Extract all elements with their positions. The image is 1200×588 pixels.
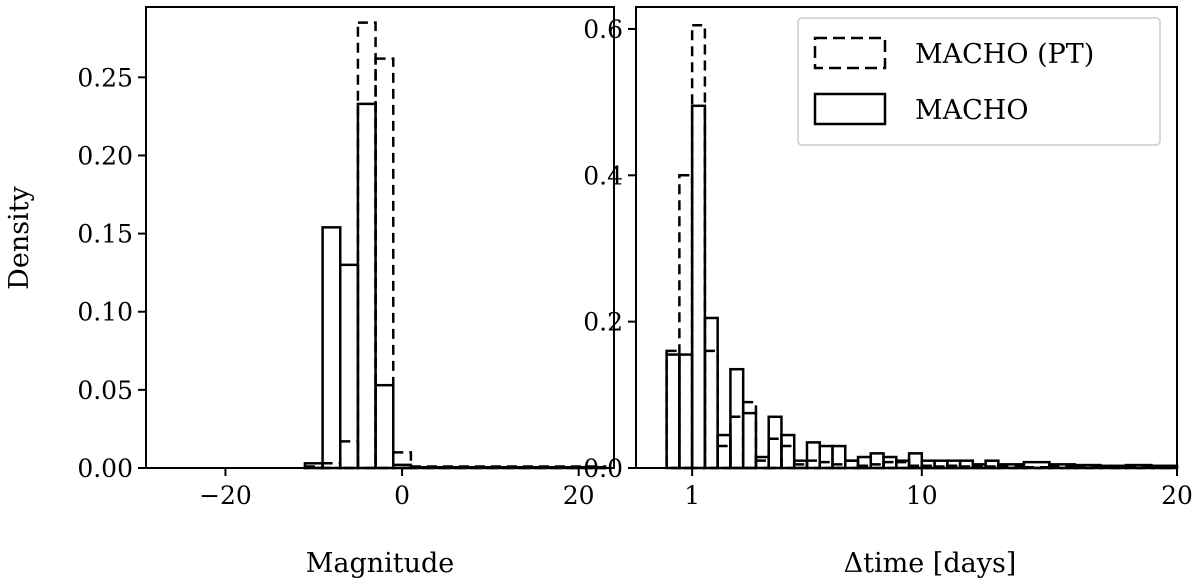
magnitude-histogram-series xyxy=(303,21,607,470)
magnitude-y-tick-label: 0.20 xyxy=(77,141,133,170)
delta-time-macho-pt-bin xyxy=(690,24,707,470)
magnitude-y-tick-label: 0.15 xyxy=(77,220,133,249)
delta-time-macho-bin xyxy=(780,433,796,470)
delta-time-y-tick-label: 0.2 xyxy=(583,308,623,337)
delta-time-macho-bin xyxy=(869,452,885,470)
legend: MACHO (PT) MACHO xyxy=(797,17,1161,146)
legend-label-macho: MACHO xyxy=(915,95,1028,126)
delta-time-macho-bin xyxy=(690,104,707,470)
delta-time-series-macho xyxy=(665,104,1179,470)
legend-box xyxy=(797,17,1161,146)
magnitude-series-macho-pt xyxy=(303,21,607,470)
magnitude-macho-bin xyxy=(374,383,395,470)
delta-time-macho-bin xyxy=(844,459,860,470)
delta-time-macho-pt-bin xyxy=(716,444,732,470)
magnitude-y-tick-label: 0.05 xyxy=(77,376,133,405)
delta-time-x-tick-label: 1 xyxy=(684,481,700,510)
delta-time-macho-bin xyxy=(678,353,694,470)
delta-time-macho-pt-bin xyxy=(729,415,745,470)
legend-swatch-macho xyxy=(813,92,887,126)
magnitude-histogram-panel: −20 0 20 0.00 0.05 0.10 0.15 0.20 0.25 Magnitud… xyxy=(4,6,615,579)
magnitude-x-axis-label: Magnitude xyxy=(306,548,455,579)
delta-time-plot-frame xyxy=(635,6,1178,469)
delta-time-macho-pt-bin xyxy=(703,349,719,470)
magnitude-macho-pt-bin xyxy=(339,440,360,470)
delta-time-y-tick-label: 0.0 xyxy=(583,454,623,483)
delta-time-macho-bin xyxy=(818,444,834,470)
delta-time-macho-bin xyxy=(767,415,783,470)
delta-time-macho-bin xyxy=(754,455,770,470)
delta-time-macho-bin xyxy=(895,459,911,470)
delta-time-macho-bin xyxy=(933,459,949,470)
magnitude-macho-bin xyxy=(321,226,342,470)
magnitude-y-tick-label: 0.00 xyxy=(77,454,133,483)
magnitude-macho-bin xyxy=(356,102,377,470)
delta-time-x-tick-label: 10 xyxy=(906,481,938,510)
delta-time-y-ticks: 0.0 0.2 0.4 0.6 xyxy=(583,15,636,483)
delta-time-macho-pt-bin xyxy=(767,437,783,470)
delta-time-macho-pt-bin xyxy=(665,349,681,470)
magnitude-plot-frame xyxy=(145,6,615,469)
magnitude-y-tick-label: 0.10 xyxy=(77,298,133,327)
density-y-axis-label: Density xyxy=(4,185,35,289)
magnitude-macho-bin xyxy=(339,263,360,470)
delta-time-macho-bin xyxy=(716,433,732,470)
delta-time-macho-bin xyxy=(703,316,719,470)
delta-time-macho-bin xyxy=(958,459,975,470)
delta-time-macho-bin xyxy=(741,411,758,470)
delta-time-macho-bin xyxy=(665,353,681,470)
delta-time-macho-bin xyxy=(920,459,936,470)
magnitude-y-tick-label: 0.25 xyxy=(77,63,133,92)
magnitude-series-macho xyxy=(303,102,607,470)
magnitude-x-ticks: −20 0 20 xyxy=(199,468,595,510)
magnitude-macho-pt-bin xyxy=(392,451,413,470)
delta-time-macho-pt-bin xyxy=(780,444,796,470)
delta-time-macho-bin xyxy=(984,459,1000,470)
delta-time-macho-bin xyxy=(805,441,821,470)
delta-time-macho-pt-bin xyxy=(678,174,694,470)
legend-label-macho-pt: MACHO (PT) xyxy=(915,39,1094,70)
delta-time-macho-bin xyxy=(946,459,962,470)
delta-time-macho-bin xyxy=(729,367,745,470)
delta-time-x-tick-label: 20 xyxy=(1161,481,1193,510)
magnitude-x-tick-label: 20 xyxy=(563,481,595,510)
magnitude-macho-pt-bin xyxy=(374,57,395,470)
delta-time-y-tick-label: 0.6 xyxy=(583,15,623,44)
magnitude-macho-pt-bin xyxy=(356,21,377,470)
legend-swatch-macho-pt xyxy=(813,36,887,70)
magnitude-x-tick-label: 0 xyxy=(394,481,410,510)
delta-time-histogram-panel: 1 10 20 0.0 0.2 0.4 0.6 Δtime [days] MACHO (P… xyxy=(583,6,1193,579)
magnitude-x-tick-label: −20 xyxy=(199,481,252,510)
delta-time-x-ticks: 1 10 20 xyxy=(684,468,1193,510)
delta-time-x-axis-label: Δtime [days] xyxy=(844,548,1017,579)
magnitude-y-ticks: 0.00 0.05 0.10 0.15 0.20 0.25 xyxy=(77,63,146,483)
delta-time-y-tick-label: 0.4 xyxy=(583,161,623,190)
